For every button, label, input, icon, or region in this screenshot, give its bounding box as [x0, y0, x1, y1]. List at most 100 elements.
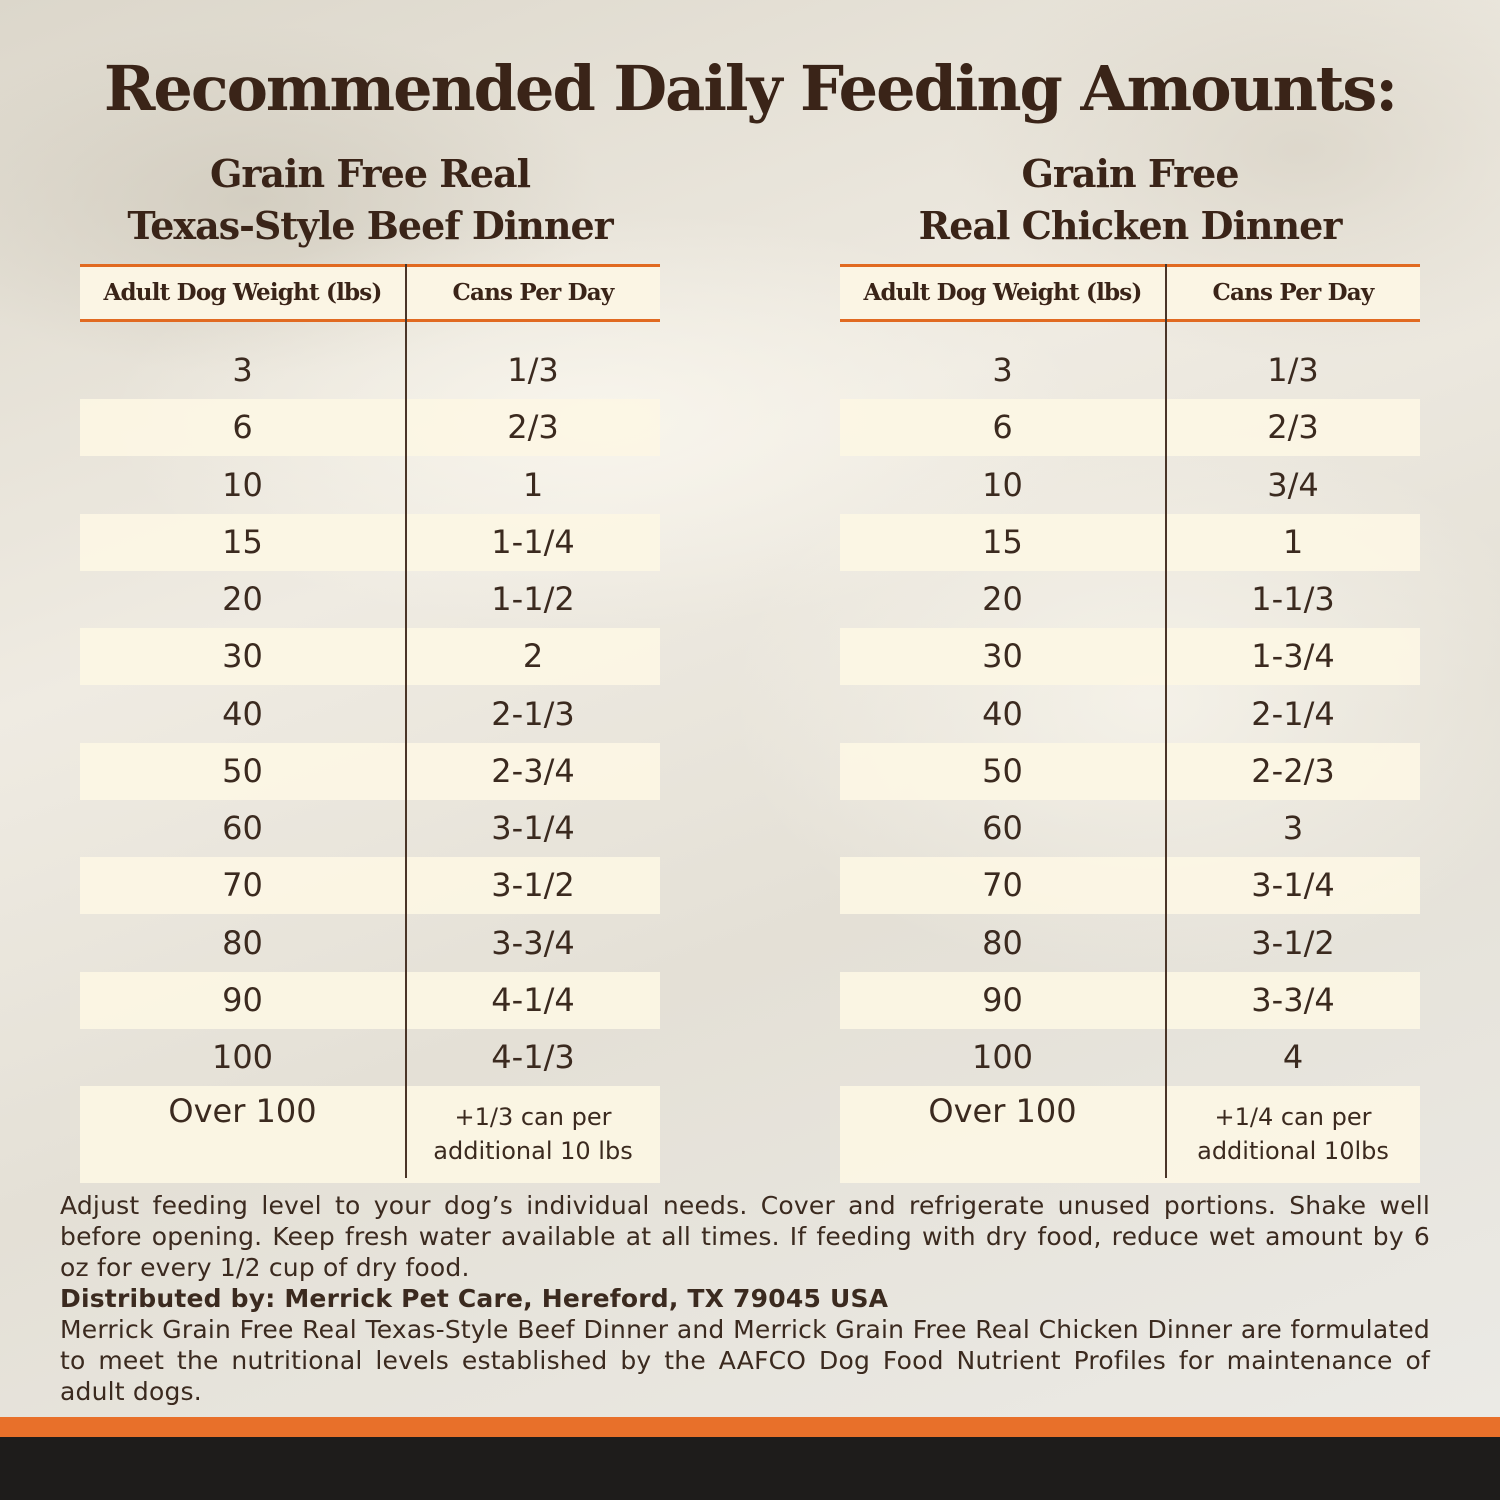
cans-cell: 1 [522, 465, 544, 504]
table-row: 40 2-1/4 [840, 686, 1420, 743]
table-row: 6 2/3 [80, 399, 660, 457]
table-row: 50 2-2/3 [840, 742, 1420, 800]
cans-line1: +1/3 can per [454, 1103, 612, 1132]
cans-line1: +1/4 can per [1214, 1103, 1372, 1132]
weight-cell: 3 [992, 351, 1013, 389]
weight-cell: 10 [982, 465, 1023, 504]
table-row: 60 3-1/4 [80, 800, 660, 857]
table-row: 100 4-1/3 [80, 1029, 660, 1086]
product-title-line2: Real Chicken Dinner [918, 203, 1343, 248]
table-row: 60 3 [840, 800, 1420, 857]
product-title-beef: Grain Free Real Texas-Style Beef Dinner [50, 148, 690, 252]
cans-cell: 1-1/2 [491, 580, 575, 618]
table-row: 40 2-1/3 [80, 686, 660, 743]
cans-cell: 2/3 [507, 408, 559, 447]
cans-line2: additional 10lbs [1197, 1137, 1389, 1166]
weight-cell: Over 100 [928, 1092, 1077, 1131]
table-row: 20 1-1/3 [840, 571, 1420, 628]
weight-cell: 10 [222, 465, 263, 504]
weight-cell: 15 [222, 522, 263, 561]
table-row: 80 3-1/2 [840, 915, 1420, 972]
product-title-chicken: Grain Free Real Chicken Dinner [810, 148, 1450, 252]
table-row: 30 2 [80, 628, 660, 686]
header-weight: Adult Dog Weight (lbs) [103, 279, 382, 306]
table-header: Adult Dog Weight (lbs) Cans Per Day [840, 264, 1420, 322]
weight-cell: 40 [982, 694, 1023, 733]
table-row-over-100: Over 100 +1/3 can per additional 10 lbs [80, 1086, 660, 1184]
table-row: 3 1/3 [840, 342, 1420, 399]
cans-cell: 2-1/4 [1251, 694, 1335, 733]
aafco-statement: Merrick Grain Free Real Texas-Style Beef… [60, 1315, 1430, 1406]
header-weight: Adult Dog Weight (lbs) [863, 279, 1142, 306]
cans-cell: 3-1/4 [1251, 866, 1335, 905]
table-row: 10 3/4 [840, 457, 1420, 514]
cans-cell: 3-3/4 [491, 923, 575, 962]
weight-cell: 50 [222, 751, 263, 790]
table-row: 30 1-3/4 [840, 628, 1420, 686]
table-row: 70 3-1/4 [840, 857, 1420, 915]
weight-cell: 6 [232, 408, 253, 447]
weight-cell: 30 [982, 637, 1023, 676]
weight-cell: 70 [222, 866, 263, 905]
weight-cell: 90 [222, 980, 263, 1019]
cans-cell: 3/4 [1267, 465, 1319, 504]
table-row: 10 1 [80, 457, 660, 514]
header-cans: Cans Per Day [1212, 279, 1375, 306]
weight-cell: 15 [982, 522, 1023, 561]
table-row: 90 4-1/4 [80, 971, 660, 1029]
weight-cell: 70 [982, 866, 1023, 905]
product-title-line1: Grain Free Real [209, 151, 531, 196]
weight-cell: 30 [222, 637, 263, 676]
cans-cell: +1/4 can per additional 10lbs [1166, 1100, 1420, 1168]
feeding-table-beef: Adult Dog Weight (lbs) Cans Per Day 3 1/3 6 2… [80, 264, 660, 1184]
weight-cell: 90 [982, 980, 1023, 1019]
table-row: 80 3-3/4 [80, 915, 660, 972]
cans-cell: 1-1/3 [1251, 580, 1335, 618]
weight-cell: 6 [992, 408, 1013, 447]
cans-cell: 2-1/3 [491, 694, 575, 733]
weight-cell: 60 [982, 809, 1023, 847]
orange-band [0, 1417, 1500, 1437]
cans-cell: 3-1/2 [1251, 923, 1335, 962]
table-row: 20 1-1/2 [80, 571, 660, 628]
cans-cell: +1/3 can per additional 10 lbs [406, 1100, 660, 1168]
table-row: 15 1 [840, 513, 1420, 571]
cans-cell: 3-1/2 [491, 866, 575, 905]
cans-cell: 2-3/4 [491, 751, 575, 790]
cans-cell: 4-1/3 [491, 1038, 575, 1076]
weight-cell: 80 [982, 923, 1023, 962]
table-row: 3 1/3 [80, 342, 660, 399]
cans-line2: additional 10 lbs [433, 1137, 633, 1166]
cans-cell: 1 [1282, 522, 1304, 561]
table-row: 50 2-3/4 [80, 742, 660, 800]
weight-cell: 50 [982, 751, 1023, 790]
weight-cell: 100 [971, 1038, 1034, 1076]
weight-cell: 80 [222, 923, 263, 962]
cans-cell: 3-1/4 [491, 809, 575, 847]
table-header: Adult Dog Weight (lbs) Cans Per Day [80, 264, 660, 322]
feeding-table-chicken: Adult Dog Weight (lbs) Cans Per Day 3 1/3 6 2… [840, 264, 1420, 1184]
dark-band [0, 1437, 1500, 1500]
table-row: 70 3-1/2 [80, 857, 660, 915]
product-title-line2: Texas-Style Beef Dinner [127, 203, 613, 248]
weight-cell: 20 [222, 580, 263, 618]
cans-cell: 4-1/4 [491, 980, 575, 1019]
feeding-instructions: Adjust feeding level to your dog’s indiv… [60, 1190, 1430, 1407]
cans-cell: 4 [1282, 1038, 1304, 1076]
cans-cell: 1-1/4 [491, 522, 575, 561]
cans-cell: 2/3 [1267, 408, 1319, 447]
weight-cell: 100 [211, 1038, 274, 1076]
cans-cell: 2 [522, 637, 544, 676]
cans-cell: 1/3 [1267, 351, 1319, 389]
weight-cell: 40 [222, 694, 263, 733]
product-title-line1: Grain Free [1021, 151, 1239, 196]
weight-cell: 60 [222, 809, 263, 847]
cans-cell: 3-3/4 [1251, 980, 1335, 1019]
weight-cell: 3 [232, 351, 253, 389]
cans-cell: 3 [1282, 809, 1304, 847]
table-row: 100 4 [840, 1029, 1420, 1086]
table-row: 90 3-3/4 [840, 971, 1420, 1029]
distributor-text: Distributed by: Merrick Pet Care, Herefo… [60, 1284, 889, 1313]
column-divider [405, 264, 407, 1178]
cans-cell: 1-3/4 [1251, 637, 1335, 676]
